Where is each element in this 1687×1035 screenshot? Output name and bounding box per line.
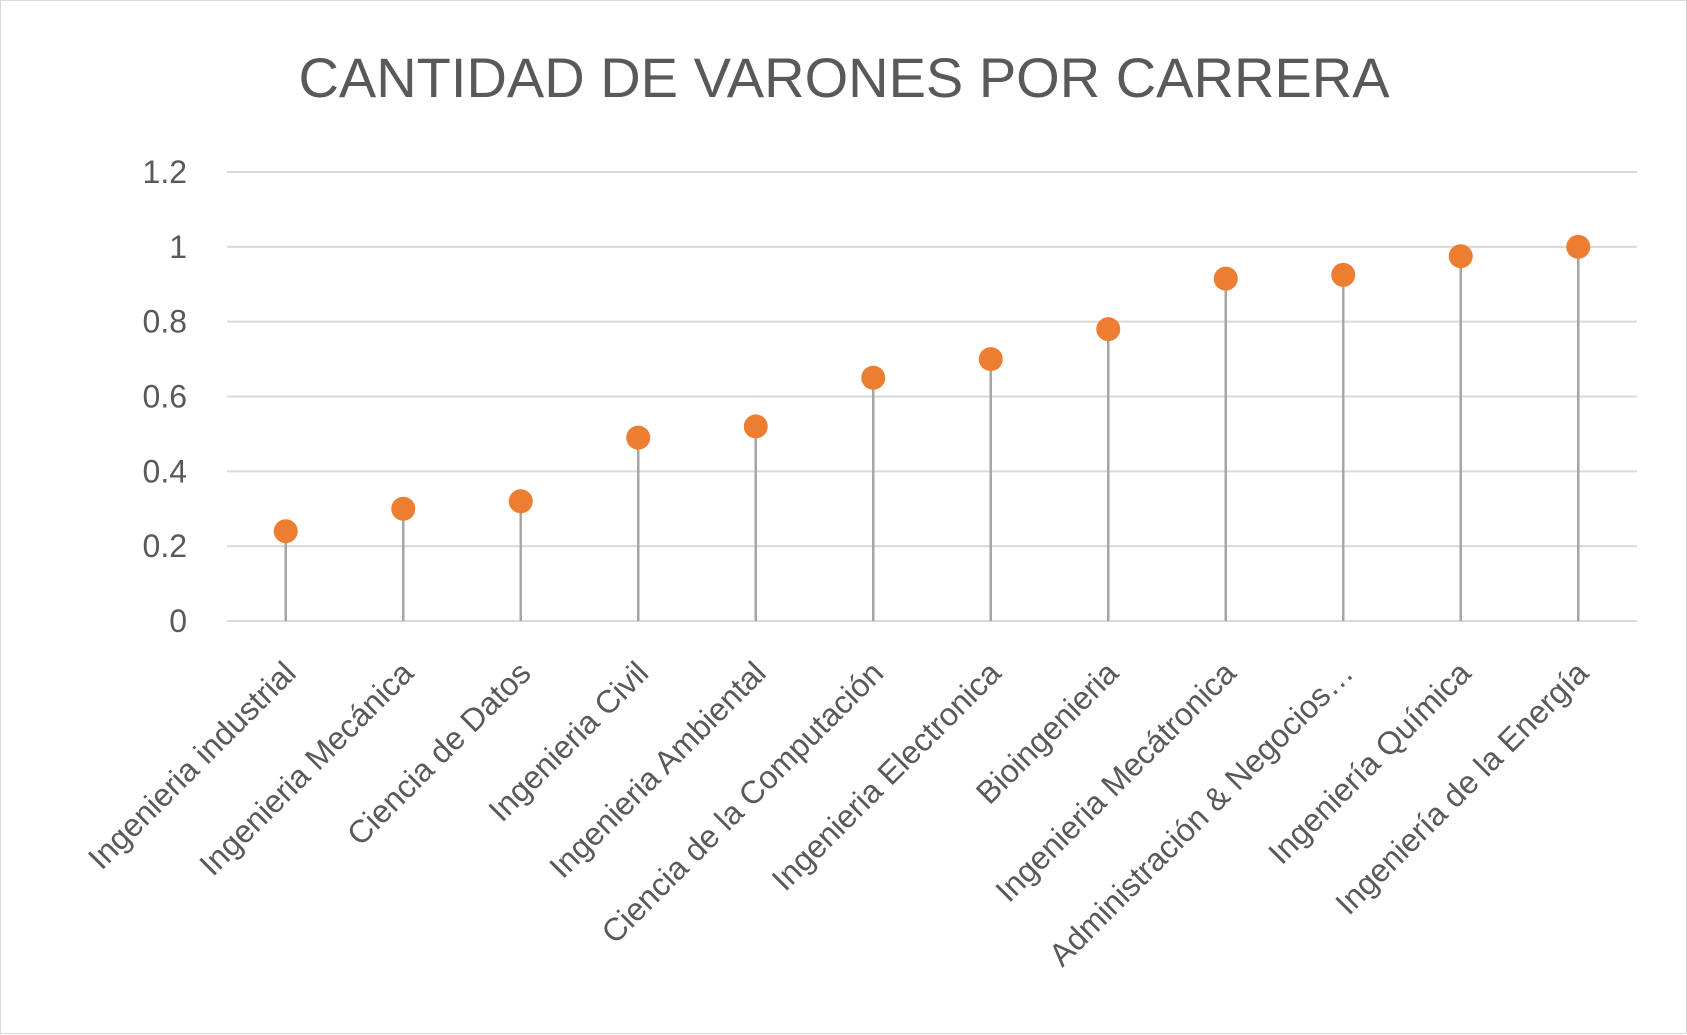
data-point	[1331, 262, 1356, 287]
data-point	[1213, 266, 1238, 291]
data-point	[1096, 317, 1121, 342]
y-tick-label: 1.2	[143, 154, 187, 190]
x-category-label: Ingenieria Mecátronica	[988, 654, 1243, 909]
x-category-label: Ingeniería Química	[1261, 654, 1478, 871]
data-point	[743, 414, 768, 439]
data-point	[1566, 234, 1591, 259]
x-category-label: Ingenieria Mecánica	[192, 654, 420, 882]
y-tick-label: 0	[169, 603, 187, 639]
data-point	[273, 519, 298, 544]
data-point	[391, 496, 416, 521]
data-point	[978, 347, 1003, 372]
y-tick-label: 0.6	[143, 379, 187, 415]
stems	[284, 246, 1580, 621]
chart-title: CANTIDAD DE VARONES POR CARRERA	[298, 46, 1390, 109]
y-tick-label: 1	[169, 229, 187, 265]
data-point	[861, 365, 886, 390]
y-axis-tick-labels: 0 0.2 0.4 0.6 0.8 1 1.2	[143, 154, 187, 639]
y-tick-label: 0.8	[143, 304, 187, 340]
y-tick-label: 0.4	[143, 453, 187, 489]
data-point	[1448, 244, 1473, 269]
x-category-label: Ingenieria industrial	[81, 654, 303, 876]
x-category-label: Ingenieria Ambiental	[542, 654, 772, 884]
data-point	[508, 489, 533, 514]
gridlines	[227, 171, 1637, 622]
x-category-label: Ingenieria Electronica	[765, 654, 1008, 897]
y-tick-label: 0.2	[143, 528, 187, 564]
data-point	[626, 425, 651, 450]
data-points	[273, 234, 1591, 544]
